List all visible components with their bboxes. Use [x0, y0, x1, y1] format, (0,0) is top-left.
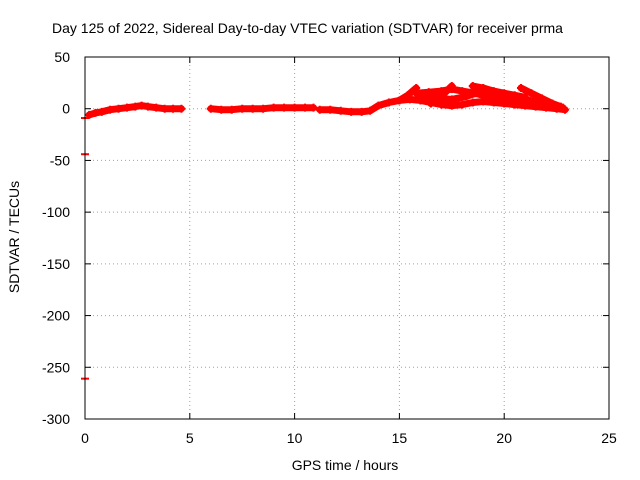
data-point	[177, 104, 186, 113]
data-point	[85, 110, 94, 119]
y-tick-label: -200	[42, 308, 70, 324]
data-point	[384, 98, 393, 107]
data-point	[537, 94, 546, 103]
data-point	[447, 81, 456, 90]
data-point	[143, 102, 152, 111]
data-point	[468, 81, 477, 90]
x-tick-label: 5	[186, 430, 194, 446]
data-point	[114, 104, 123, 113]
y-tick-label: -250	[42, 359, 70, 375]
data-point	[374, 101, 383, 110]
y-tick-label: -100	[42, 204, 70, 220]
y-tick-label: 50	[54, 49, 70, 65]
data-point	[169, 104, 178, 113]
data-point	[489, 87, 498, 96]
data-point	[527, 89, 536, 98]
data-point	[248, 104, 257, 113]
data-point	[403, 91, 412, 100]
data-point	[556, 102, 565, 111]
data-point	[106, 105, 115, 114]
data-point	[437, 92, 446, 101]
data-point	[137, 101, 146, 110]
data-point	[462, 92, 471, 101]
ticks: 0 5 10 15 20 25 50 0 -50 -100 -150 -200 -250 -300	[42, 49, 617, 446]
data-point	[301, 103, 310, 112]
data-point	[412, 89, 421, 98]
x-tick-label: 10	[287, 430, 303, 446]
data-point	[290, 103, 299, 112]
data-point	[315, 105, 324, 114]
data-point	[97, 107, 106, 116]
data-point	[347, 107, 356, 116]
data-point	[326, 105, 335, 114]
data-point	[366, 106, 375, 115]
x-tick-label: 15	[392, 430, 408, 446]
data-point	[516, 84, 525, 93]
data-point	[259, 104, 268, 113]
y-tick-label: -150	[42, 256, 70, 272]
data-point	[468, 98, 477, 107]
data-point	[206, 104, 215, 113]
data-point	[426, 99, 435, 108]
data-point	[227, 105, 236, 114]
data-point	[336, 106, 345, 115]
y-tick-label: 0	[62, 101, 70, 117]
data-layer	[81, 81, 569, 380]
y-tick-label: -300	[42, 411, 70, 427]
chart-title: Day 125 of 2022, Sidereal Day-to-day VTE…	[52, 20, 563, 36]
y-tick-label: -50	[50, 152, 70, 168]
data-point	[512, 94, 521, 103]
x-axis-title: GPS time / hours	[292, 457, 399, 473]
data-point	[280, 103, 289, 112]
data-point	[309, 103, 318, 112]
x-tick-label: 20	[496, 430, 512, 446]
plot-frame	[84, 56, 610, 420]
data-point	[500, 91, 509, 100]
data-point	[395, 96, 404, 105]
data-point	[91, 108, 100, 117]
data-point	[131, 102, 140, 111]
data-point	[447, 95, 456, 104]
data-point	[416, 93, 425, 102]
data-point	[525, 96, 534, 105]
data-point	[217, 105, 226, 114]
data-point	[269, 103, 278, 112]
data-point	[548, 99, 557, 108]
data-point	[122, 103, 131, 112]
data-point	[152, 103, 161, 112]
data-point	[238, 104, 247, 113]
data-point	[458, 100, 467, 109]
grid	[85, 57, 609, 419]
x-tick-label: 25	[601, 430, 617, 446]
data-point	[357, 107, 366, 116]
x-tick-label: 0	[81, 430, 89, 446]
y-axis-title: SDTVAR / TECUs	[6, 181, 22, 293]
data-point	[479, 84, 488, 93]
data-point	[160, 104, 169, 113]
